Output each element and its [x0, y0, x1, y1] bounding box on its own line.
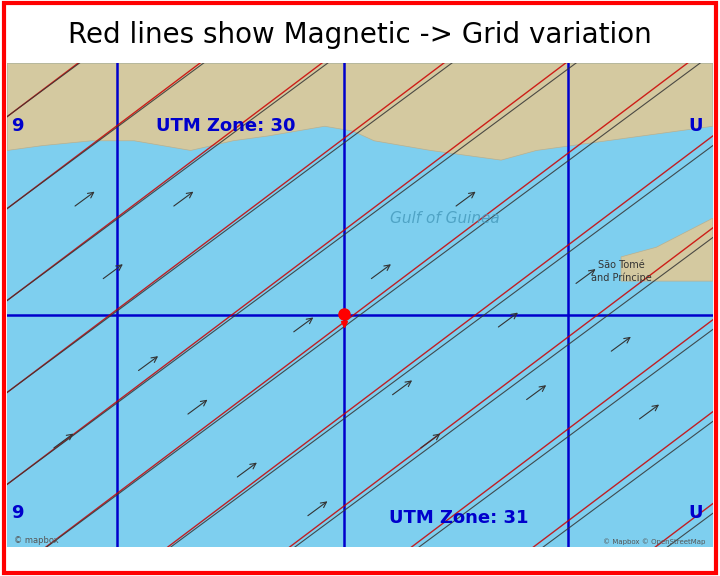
Text: São Tomé
and Príncipe: São Tomé and Príncipe	[590, 260, 652, 282]
Polygon shape	[7, 63, 713, 160]
Text: UTM Zone: 31: UTM Zone: 31	[389, 509, 528, 527]
Text: U: U	[688, 118, 703, 135]
Text: Red lines show Magnetic -> Grid variation: Red lines show Magnetic -> Grid variatio…	[68, 21, 652, 48]
Polygon shape	[621, 218, 713, 281]
Text: UTM Zone: 30: UTM Zone: 30	[156, 118, 296, 135]
Text: Gulf of Guinea: Gulf of Guinea	[390, 211, 500, 226]
FancyBboxPatch shape	[7, 63, 713, 547]
Text: U: U	[688, 505, 703, 522]
Text: © Mapbox © OpenStreetMap: © Mapbox © OpenStreetMap	[603, 538, 706, 545]
Text: © mapbox: © mapbox	[14, 536, 59, 545]
Text: 9: 9	[12, 505, 24, 522]
Text: 9: 9	[12, 118, 24, 135]
